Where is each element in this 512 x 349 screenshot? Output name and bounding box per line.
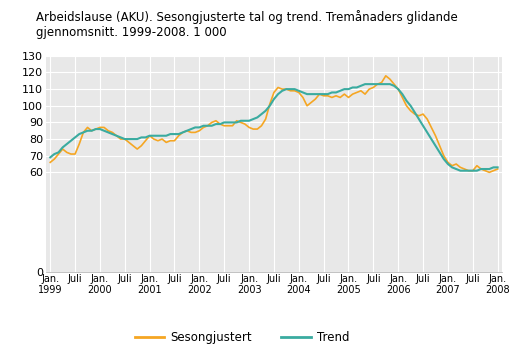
Trend [47, 155, 53, 159]
Sesongjustert [291, 89, 297, 93]
Sesongjustert [342, 92, 348, 96]
Sesongjustert [80, 130, 87, 134]
Sesongjustert [196, 129, 202, 133]
Text: Arbeidslause (AKU). Sesongjusterte tal og trend. Tremånaders glidande
gjennomsni: Arbeidslause (AKU). Sesongjusterte tal o… [36, 10, 458, 39]
Sesongjustert [287, 89, 293, 93]
Trend [287, 87, 293, 91]
Trend [362, 82, 368, 86]
Line: Trend: Trend [50, 84, 498, 171]
Trend [172, 132, 178, 136]
Trend [342, 87, 348, 91]
Legend: Sesongjustert, Trend: Sesongjustert, Trend [130, 326, 354, 349]
Trend [196, 125, 202, 129]
Line: Sesongjustert: Sesongjustert [50, 76, 498, 172]
Trend [495, 165, 501, 170]
Sesongjustert [486, 170, 493, 174]
Sesongjustert [172, 139, 178, 143]
Sesongjustert [495, 167, 501, 171]
Sesongjustert [47, 160, 53, 164]
Trend [291, 87, 297, 91]
Trend [80, 130, 87, 134]
Trend [457, 169, 463, 173]
Sesongjustert [382, 74, 389, 78]
